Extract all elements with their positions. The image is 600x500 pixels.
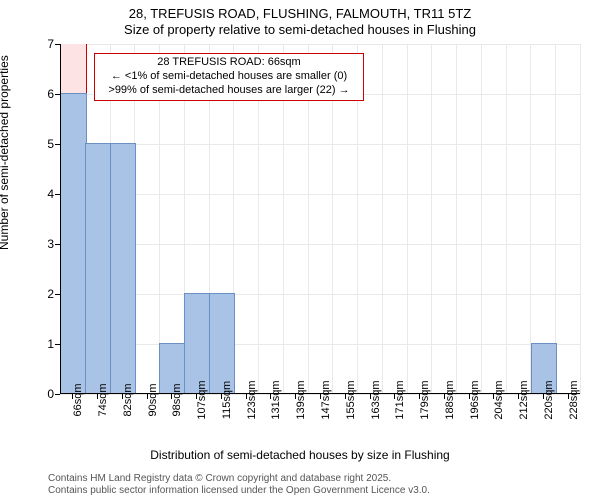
xtick-label: 212sqm	[518, 380, 530, 419]
xtick-label: 179sqm	[419, 380, 431, 419]
legend-line1: 28 TREFUSIS ROAD: 66sqm	[101, 56, 357, 70]
ytick-label: 2	[47, 287, 54, 301]
axis-left	[60, 44, 61, 394]
gridline-v	[506, 44, 507, 394]
gridline-v	[431, 44, 432, 394]
footer-note-1: Contains HM Land Registry data © Crown c…	[48, 473, 391, 484]
legend-box: 28 TREFUSIS ROAD: 66sqm ← <1% of semi-de…	[94, 53, 364, 101]
xtick-label: 147sqm	[320, 380, 332, 419]
xtick-label: 196sqm	[469, 380, 481, 419]
ytick-label: 4	[47, 187, 54, 201]
gridline-v	[580, 44, 581, 394]
xtick-label: 155sqm	[345, 380, 357, 419]
axis-bottom	[60, 393, 580, 394]
xtick-label: 131sqm	[270, 380, 282, 419]
bar	[60, 93, 86, 394]
xtick-label: 204sqm	[493, 380, 505, 419]
bar	[209, 293, 235, 394]
chart-title-line1: 28, TREFUSIS ROAD, FLUSHING, FALMOUTH, T…	[0, 6, 600, 21]
bar	[184, 293, 210, 394]
footer-note-2: Contains public sector information licen…	[48, 485, 430, 496]
ytick-label: 0	[47, 387, 54, 401]
xtick-label: 188sqm	[444, 380, 456, 419]
ytick-label: 7	[47, 37, 54, 51]
xtick-label: 82sqm	[122, 383, 134, 416]
xtick-label: 98sqm	[171, 383, 183, 416]
chart-container: 28, TREFUSIS ROAD, FLUSHING, FALMOUTH, T…	[0, 0, 600, 500]
gridline-h	[60, 344, 580, 345]
xtick-label: 74sqm	[97, 383, 109, 416]
xtick-label: 115sqm	[221, 381, 233, 419]
legend-line2: ← <1% of semi-detached houses are smalle…	[101, 70, 357, 84]
x-axis-label: Distribution of semi-detached houses by …	[0, 448, 600, 462]
gridline-h	[60, 244, 580, 245]
y-axis-label: Number of semi-detached properties	[0, 55, 11, 250]
ytick-mark	[55, 394, 60, 395]
gridline-h	[60, 144, 580, 145]
ytick-label: 3	[47, 237, 54, 251]
xtick-label: 171sqm	[394, 380, 406, 419]
bar	[85, 143, 111, 394]
ytick-label: 6	[47, 87, 54, 101]
gridline-v	[456, 44, 457, 394]
xtick-label: 123sqm	[246, 380, 258, 419]
xtick-label: 66sqm	[72, 383, 84, 416]
xtick-label: 139sqm	[295, 380, 307, 419]
xtick-label: 228sqm	[568, 380, 580, 419]
gridline-h	[60, 44, 580, 45]
bar	[110, 143, 136, 394]
xtick-label: 163sqm	[370, 380, 382, 419]
xtick-label: 90sqm	[147, 383, 159, 416]
legend-line3: >99% of semi-detached houses are larger …	[101, 84, 357, 98]
gridline-h	[60, 294, 580, 295]
ytick-label: 5	[47, 137, 54, 151]
gridline-v	[382, 44, 383, 394]
xtick-label: 220sqm	[543, 380, 555, 419]
ytick-label: 1	[47, 337, 54, 351]
gridline-h	[60, 194, 580, 195]
chart-title-line2: Size of property relative to semi-detach…	[0, 22, 600, 37]
gridline-v	[555, 44, 556, 394]
gridline-v	[481, 44, 482, 394]
xtick-label: 107sqm	[196, 380, 208, 419]
gridline-v	[530, 44, 531, 394]
gridline-v	[407, 44, 408, 394]
